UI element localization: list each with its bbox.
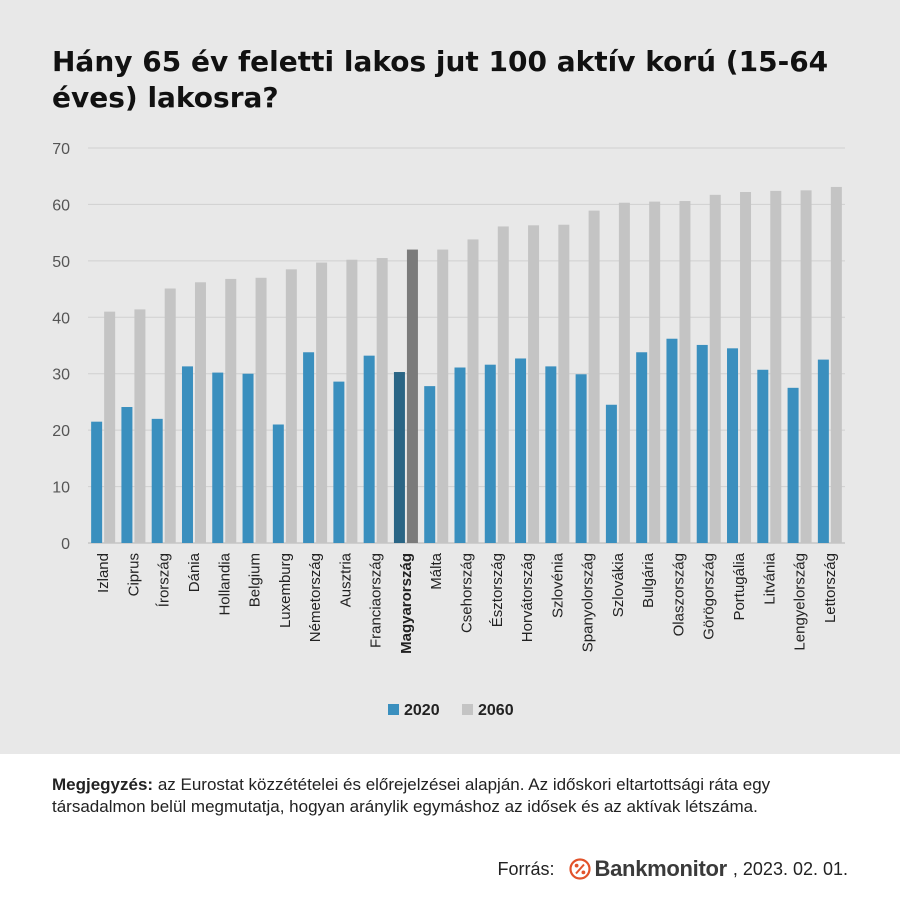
- bar-2060: [558, 224, 570, 543]
- bar-2020: [575, 374, 587, 543]
- x-tick-label: Spanyolország: [580, 553, 597, 652]
- x-tick-label: Olaszország: [670, 553, 687, 636]
- x-tick-label: Belgium: [247, 553, 264, 607]
- bar-2060: [406, 249, 418, 544]
- x-tick-label: Ciprus: [125, 553, 142, 596]
- bar-2020: [787, 387, 799, 543]
- x-tick-label: Málta: [428, 552, 445, 589]
- bar-2020: [363, 355, 375, 543]
- bar-2060: [467, 239, 479, 543]
- x-tick-label: Írország: [156, 553, 173, 607]
- x-tick-label: Bulgária: [640, 552, 657, 608]
- bar-2060: [618, 202, 630, 543]
- y-tick-label: 20: [52, 423, 70, 440]
- bar-2060: [649, 201, 661, 543]
- bar-2060: [104, 311, 116, 543]
- x-tick-label: Hollandia: [216, 552, 233, 615]
- brand-name: Bankmonitor: [594, 856, 728, 881]
- bar-2060: [346, 259, 358, 543]
- bar-2060: [800, 190, 812, 544]
- y-tick-label: 50: [52, 254, 70, 271]
- bar-2020: [605, 404, 617, 543]
- x-tick-label: Szlovénia: [549, 552, 566, 618]
- x-tick-label: Izland: [95, 553, 112, 593]
- x-tick-label: Ausztria: [337, 552, 354, 607]
- y-tick-label: 60: [52, 197, 70, 214]
- bar-2020: [757, 369, 769, 543]
- x-tick-label: Franciaország: [368, 553, 385, 648]
- bar-2060: [709, 194, 721, 544]
- bar-2020: [181, 366, 193, 543]
- chart-title: Hány 65 év feletti lakos jut 100 aktív k…: [52, 45, 829, 114]
- bar-2060: [770, 190, 782, 543]
- x-tick-label: Lettország: [822, 553, 839, 623]
- bar-2060: [830, 186, 842, 543]
- bar-2020: [727, 348, 739, 543]
- source-date: , 2023. 02. 01.: [732, 858, 848, 879]
- bar-2020: [636, 352, 648, 543]
- bar-2060: [679, 201, 691, 544]
- bar-2060: [437, 249, 449, 544]
- x-tick-label: Horvátország: [519, 553, 536, 642]
- legend-swatch-2060: [462, 704, 473, 715]
- bar-2020: [484, 364, 496, 543]
- source-label: Forrás:: [497, 858, 555, 879]
- x-tick-label: Portugália: [731, 552, 748, 620]
- bar-2020: [303, 352, 315, 543]
- x-tick-label: Csehország: [459, 553, 476, 633]
- bar-2060: [528, 225, 540, 544]
- bar-2060: [376, 258, 388, 543]
- bar-2020: [393, 372, 405, 543]
- bar-2020: [454, 367, 466, 543]
- bar-2020: [545, 366, 557, 543]
- bar-2020: [666, 338, 678, 543]
- x-tick-label: Németország: [307, 553, 324, 642]
- bar-2060: [740, 192, 752, 543]
- x-tick-label: Lengyelország: [792, 553, 809, 651]
- footnote-text: az Eurostat közzétételei és előrejelzése…: [52, 775, 771, 816]
- y-tick-label: 40: [52, 310, 70, 327]
- bar-2020: [696, 344, 708, 543]
- bar-2020: [91, 421, 103, 543]
- bar-2060: [588, 210, 600, 543]
- bar-2060: [164, 288, 176, 543]
- footnote-label: Megjegyzés:: [52, 775, 154, 794]
- bar-2060: [255, 277, 267, 543]
- y-tick-label: 70: [52, 141, 70, 158]
- bar-2020: [272, 424, 284, 543]
- x-tick-label: Litvánia: [761, 552, 778, 604]
- bar-2060: [225, 278, 237, 543]
- legend-swatch-2020: [388, 704, 399, 715]
- bar-2060: [285, 269, 297, 543]
- x-tick-label: Görögország: [701, 553, 718, 640]
- bar-2020: [424, 386, 436, 543]
- x-tick-label: Szlovákia: [610, 552, 627, 617]
- legend-label-2060: 2060: [478, 702, 514, 719]
- bar-2060: [134, 309, 146, 543]
- brand-logo: Bankmonitor: [568, 856, 728, 882]
- bar-2060: [194, 282, 206, 543]
- source-line: Forrás: Bankmonitor , 2023. 02. 01.: [498, 856, 848, 882]
- bar-2020: [151, 418, 163, 543]
- x-tick-label: Luxemburg: [277, 553, 294, 628]
- footnote: Megjegyzés: az Eurostat közzétételei és …: [52, 774, 852, 818]
- x-tick-label: Magyarország: [398, 553, 415, 654]
- bar-2020: [212, 372, 224, 543]
- percent-logo-icon: [568, 858, 591, 880]
- bar-2020: [333, 381, 345, 543]
- bar-2020: [121, 407, 133, 543]
- bar-2020: [817, 359, 829, 543]
- bar-2020: [515, 358, 527, 543]
- bar-2020: [242, 373, 254, 543]
- bar-2060: [497, 226, 509, 543]
- bar-chart: 0 10 20 30 40 50 60 70 Izland Ciprus Írország Dánia…: [52, 141, 845, 719]
- x-tick-label: Észtország: [489, 553, 506, 627]
- y-tick-label: 0: [61, 536, 70, 553]
- y-tick-label: 10: [52, 480, 70, 497]
- y-tick-label: 30: [52, 367, 70, 384]
- legend-label-2020: 2020: [404, 702, 440, 719]
- x-tick-label: Dánia: [186, 552, 203, 592]
- bar-2060: [316, 262, 328, 543]
